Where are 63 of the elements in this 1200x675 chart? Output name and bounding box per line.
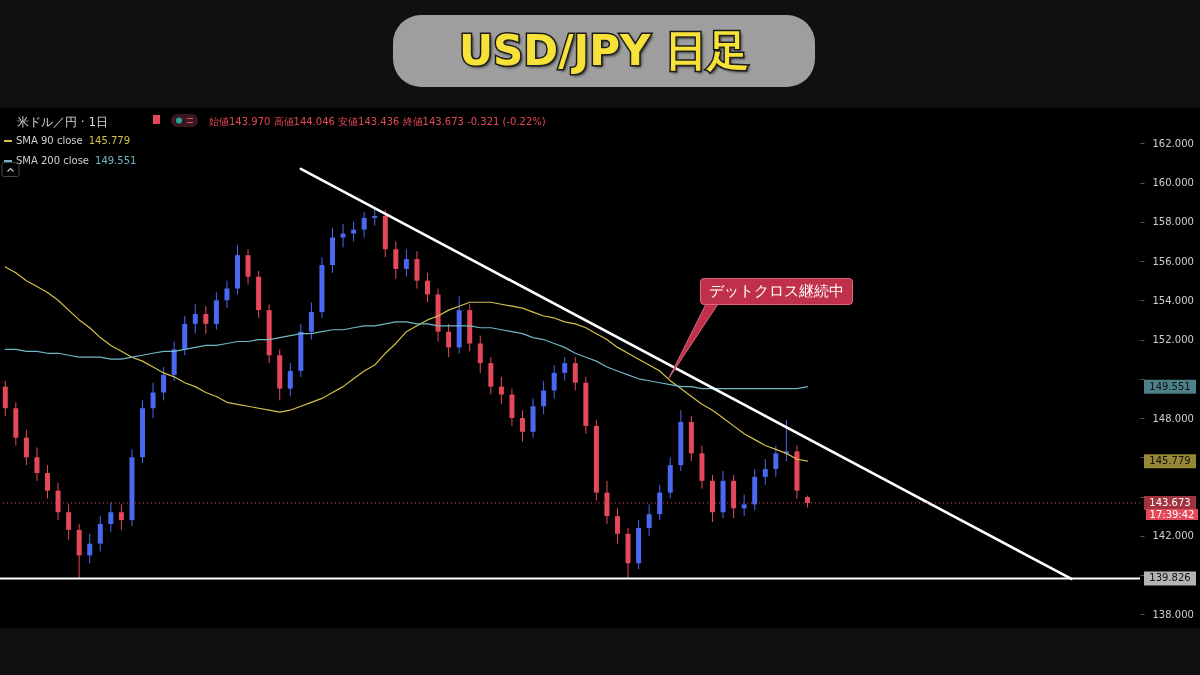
candlestick	[615, 507, 620, 545]
y-tick-label: 138.000	[1152, 608, 1194, 620]
candlestick	[87, 533, 93, 564]
candlestick	[66, 503, 72, 541]
candlestick	[488, 356, 494, 395]
annotation: デットクロス継続中	[700, 278, 853, 305]
candlestick	[572, 356, 578, 392]
candlestick	[361, 211, 367, 239]
candlestick	[541, 380, 547, 415]
y-tick-label: 162.000	[1152, 137, 1194, 149]
annotation: 145.779	[88, 135, 131, 146]
candlestick	[224, 280, 230, 309]
candlestick	[773, 445, 779, 478]
text: 17:39:42	[1146, 508, 1198, 520]
chart-title: USD/JPY 日足	[393, 15, 815, 87]
ref-line-label: 143.673	[1149, 496, 1191, 508]
candlestick	[351, 221, 357, 242]
candlestick	[646, 503, 652, 537]
candlestick	[403, 248, 409, 278]
candlestick	[97, 515, 103, 552]
y-tick-label: 154.000	[1152, 294, 1194, 306]
candlestick	[562, 356, 568, 382]
y-tick-label: 160.000	[1152, 177, 1194, 189]
candlestick	[657, 484, 663, 521]
candlestick	[108, 501, 114, 533]
y-tick-label: 142.000	[1152, 530, 1194, 542]
candlestick	[150, 382, 156, 419]
y-tick-label: 152.000	[1152, 334, 1194, 346]
legend-label: SMA 200 close	[16, 155, 90, 166]
text: 149.551	[1149, 380, 1191, 392]
candlestick	[287, 362, 293, 397]
candlestick	[477, 335, 483, 374]
candlestick	[23, 429, 29, 466]
candlestick	[520, 409, 525, 443]
ref-line-label: 139.826	[1149, 572, 1191, 584]
candlestick	[509, 388, 515, 427]
annotation: 始値143.970 高値144.046 安値143.436 終値143.673 -0.321 (-0.22%)	[209, 115, 546, 129]
candlestick	[245, 248, 251, 286]
y-tick-label: 156.000	[1152, 255, 1194, 267]
candlestick	[161, 366, 167, 401]
candlestick	[741, 494, 747, 517]
candlestick	[118, 503, 124, 531]
candlestick	[551, 364, 557, 399]
y-tick-label: 158.000	[1152, 216, 1194, 228]
candlestick	[213, 291, 219, 331]
candlestick	[498, 376, 504, 405]
y-tick-label: 148.000	[1152, 412, 1194, 424]
candlestick	[34, 446, 40, 482]
candlestick	[45, 464, 50, 499]
candlestick	[203, 305, 209, 335]
candlestick	[192, 303, 198, 335]
candlestick	[2, 380, 8, 417]
text: 145.779	[1149, 455, 1191, 467]
candlestick	[425, 272, 430, 303]
annotation: 米ドル／円 · 1日	[17, 114, 109, 131]
legend-label: SMA 90 close	[16, 135, 83, 146]
candlestick	[340, 223, 346, 248]
annotation: 149.551	[95, 155, 137, 166]
candlestick	[446, 323, 452, 358]
candlestick	[414, 250, 420, 290]
candlestick	[308, 301, 314, 341]
candlestick	[762, 458, 768, 486]
candlestick	[393, 240, 399, 280]
